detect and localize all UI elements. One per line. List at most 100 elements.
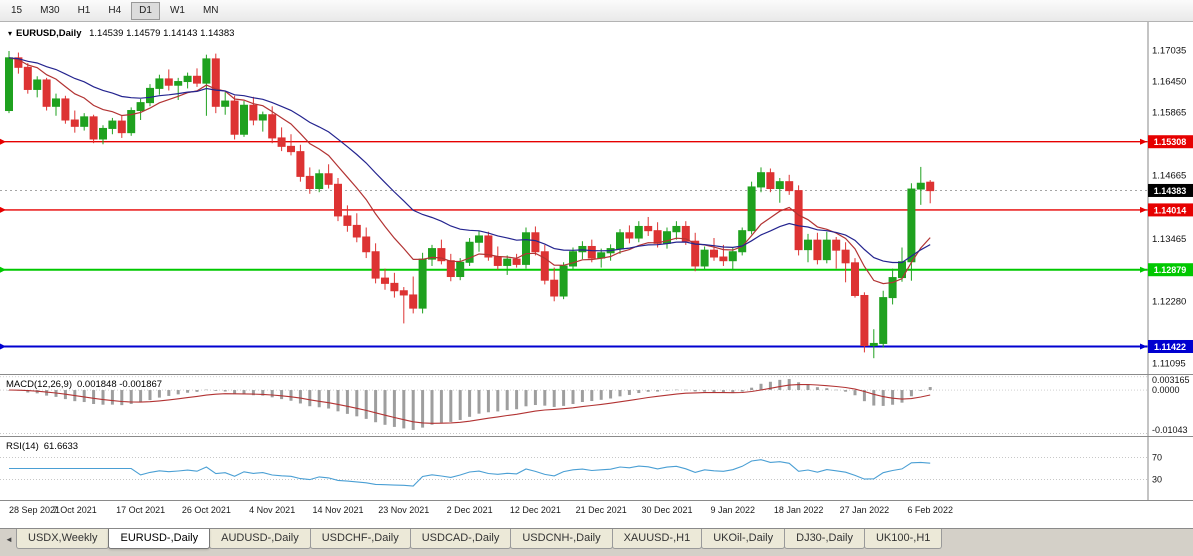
macd-bar xyxy=(392,390,396,427)
tab-usdx-weekly[interactable]: USDX,Weekly xyxy=(16,529,110,549)
macd-bar xyxy=(402,390,406,429)
macd-bar xyxy=(327,390,331,409)
macd-bar xyxy=(468,390,472,417)
macd-bar xyxy=(458,390,462,420)
candle xyxy=(813,239,822,261)
timeframe-15[interactable]: 15 xyxy=(3,2,30,20)
timeframe-d1[interactable]: D1 xyxy=(131,1,160,20)
macd-bar xyxy=(157,390,161,398)
time-axis-label: 17 Oct 2021 xyxy=(116,505,166,515)
candle xyxy=(569,251,577,267)
candle xyxy=(352,224,361,238)
candle xyxy=(89,116,98,140)
macd-bar xyxy=(693,390,697,392)
price-tag-label: 1.11422 xyxy=(1154,342,1186,352)
price-tag xyxy=(1148,339,1193,353)
price-chart-pane[interactable]: 1.17035 1.16450 1.15865 1.14665 1.13465 1.122… xyxy=(0,22,1193,374)
tab-usdcnh-daily[interactable]: USDCNH-,Daily xyxy=(510,529,613,549)
candle xyxy=(249,104,258,121)
candle xyxy=(127,110,136,134)
candle xyxy=(296,151,305,177)
timeframe-w1[interactable]: W1 xyxy=(162,2,193,20)
macd-bar xyxy=(486,390,490,413)
time-axis-label: 30 Dec 2021 xyxy=(641,505,693,515)
macd-bar xyxy=(797,382,801,391)
macd-bar xyxy=(721,390,725,394)
candle xyxy=(14,57,23,68)
candle xyxy=(136,102,145,112)
candle xyxy=(146,87,154,104)
hline-right-arrow-icon[interactable] xyxy=(1140,206,1147,213)
hline-right-arrow-icon[interactable] xyxy=(1140,343,1147,350)
pane-separator[interactable] xyxy=(0,436,1193,437)
macd-bar xyxy=(618,390,622,397)
price-tag-label: 1.14383 xyxy=(1154,186,1187,196)
macd-bar xyxy=(195,390,199,392)
pane-separator[interactable] xyxy=(0,374,1193,375)
tab-dj30-daily[interactable]: DJ30-,Daily xyxy=(784,529,865,549)
macd-bar xyxy=(26,390,30,393)
candle xyxy=(804,239,812,251)
candle xyxy=(428,248,436,260)
macd-bar xyxy=(92,390,96,404)
time-axis-label: 6 Feb 2022 xyxy=(907,505,953,515)
ma-fast-line xyxy=(8,57,931,285)
macd-bar xyxy=(524,390,528,407)
macd-bar xyxy=(768,381,772,391)
macd-bar xyxy=(223,390,227,392)
price-axis-label: 1.14665 xyxy=(1152,171,1186,182)
candle xyxy=(719,256,728,262)
candle xyxy=(747,186,756,232)
macd-bar xyxy=(176,390,180,395)
timeframe-h4[interactable]: H4 xyxy=(100,2,129,20)
hline-left-arrow-icon[interactable] xyxy=(0,343,6,350)
macd-bar xyxy=(280,390,284,400)
candle xyxy=(258,114,267,121)
hline-right-arrow-icon[interactable] xyxy=(1140,138,1147,145)
rsi-line xyxy=(9,459,931,487)
tab-usdchf-daily[interactable]: USDCHF-,Daily xyxy=(309,529,411,549)
tab-eurusd-daily[interactable]: EURUSD-,Daily xyxy=(108,529,211,549)
macd-bar xyxy=(110,390,114,405)
hline-left-arrow-icon[interactable] xyxy=(0,206,6,213)
macd-bar xyxy=(740,390,744,392)
candle xyxy=(625,232,634,239)
macd-bar xyxy=(308,390,312,407)
tab-uk100-h1[interactable]: UK100-,H1 xyxy=(863,529,943,549)
macd-bar xyxy=(881,390,885,406)
tabs-scroll-left-icon[interactable]: ◄ xyxy=(5,534,13,544)
hline-right-arrow-icon[interactable] xyxy=(1140,266,1147,273)
tab-usdcad-daily[interactable]: USDCAD-,Daily xyxy=(409,529,512,549)
timeframe-mn[interactable]: MN xyxy=(195,2,227,20)
rsi-axis-label: 70 xyxy=(1152,453,1162,463)
hline-left-arrow-icon[interactable] xyxy=(0,266,6,273)
candle xyxy=(907,188,916,263)
candle xyxy=(794,190,803,251)
timeframe-h1[interactable]: H1 xyxy=(70,2,99,20)
macd-bar xyxy=(562,390,566,406)
tab-audusd-daily[interactable]: AUDUSD-,Daily xyxy=(209,529,311,549)
candle xyxy=(399,290,408,296)
candle xyxy=(362,236,371,253)
timeframe-m30[interactable]: M30 xyxy=(32,2,67,20)
macd-bar xyxy=(345,390,349,414)
candle xyxy=(315,173,324,190)
macd-bar xyxy=(411,390,415,430)
hline-left-arrow-icon[interactable] xyxy=(0,138,6,145)
tab-xauusd-h1[interactable]: XAUUSD-,H1 xyxy=(611,529,703,549)
macd-bar xyxy=(552,390,556,407)
candle xyxy=(221,100,230,107)
macd-bar xyxy=(421,390,425,428)
rsi-pane[interactable]: 70 30 xyxy=(0,437,1193,500)
macd-bar xyxy=(317,390,321,408)
tab-ukoil-daily[interactable]: UKOil-,Daily xyxy=(701,529,786,549)
candle xyxy=(52,98,60,107)
price-tag-label: 1.12879 xyxy=(1154,265,1187,275)
macd-name: MACD(12,26,9) xyxy=(6,379,72,390)
symbol-dropdown-icon[interactable]: ▾ xyxy=(8,29,13,38)
candle xyxy=(710,249,718,258)
rsi-label: RSI(14) 61.6633 xyxy=(6,441,78,452)
macd-bar xyxy=(167,390,171,396)
macd-bar xyxy=(656,390,660,392)
